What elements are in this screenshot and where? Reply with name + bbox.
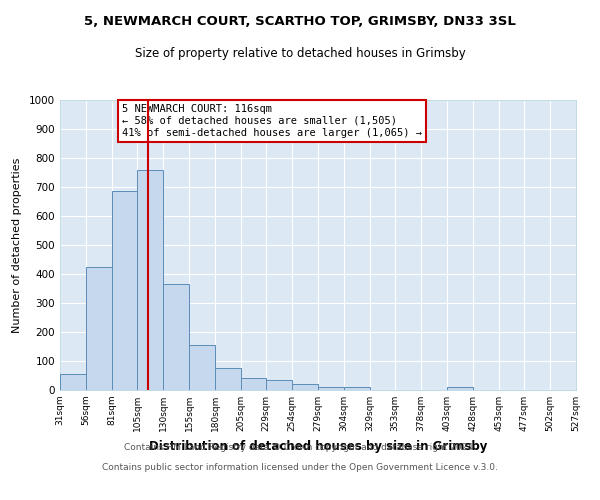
Bar	[344, 387, 370, 390]
Bar	[60, 374, 86, 390]
Bar	[266, 380, 292, 390]
Bar	[163, 284, 189, 390]
Bar	[86, 267, 112, 390]
Bar	[318, 387, 344, 390]
Text: Size of property relative to detached houses in Grimsby: Size of property relative to detached ho…	[134, 48, 466, 60]
Bar	[215, 368, 241, 390]
Text: 5, NEWMARCH COURT, SCARTHO TOP, GRIMSBY, DN33 3SL: 5, NEWMARCH COURT, SCARTHO TOP, GRIMSBY,…	[84, 15, 516, 28]
Text: Contains HM Land Registry data © Crown copyright and database right 2024.: Contains HM Land Registry data © Crown c…	[124, 442, 476, 452]
X-axis label: Distribution of detached houses by size in Grimsby: Distribution of detached houses by size …	[149, 440, 487, 452]
Bar	[112, 192, 137, 390]
Bar	[189, 345, 215, 390]
Text: 5 NEWMARCH COURT: 116sqm
← 58% of detached houses are smaller (1,505)
41% of sem: 5 NEWMARCH COURT: 116sqm ← 58% of detach…	[122, 104, 422, 138]
Bar	[137, 170, 163, 390]
Bar	[241, 378, 266, 390]
Bar	[447, 387, 473, 390]
Text: Contains public sector information licensed under the Open Government Licence v.: Contains public sector information licen…	[102, 462, 498, 471]
Y-axis label: Number of detached properties: Number of detached properties	[12, 158, 22, 332]
Bar	[292, 384, 318, 390]
